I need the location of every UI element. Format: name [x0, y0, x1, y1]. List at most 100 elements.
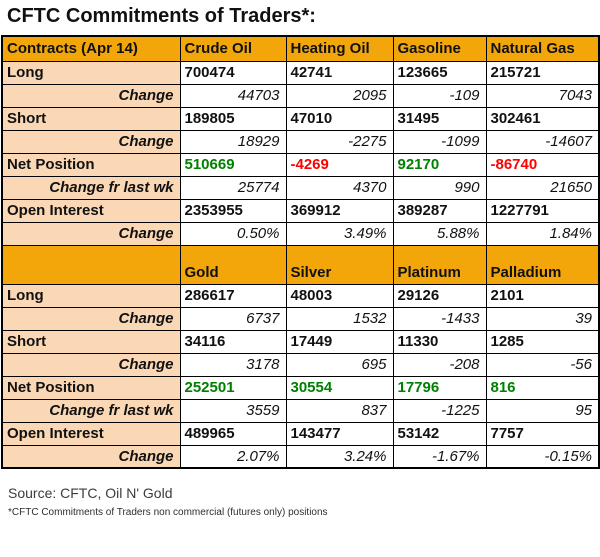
table-row: Net Position 252501 30554 17796 816 — [1, 375, 600, 400]
value-cell: -4269 — [285, 152, 394, 177]
value-cell: -2275 — [285, 129, 394, 154]
column-header: Natural Gas — [485, 35, 600, 62]
value-cell: 816 — [485, 375, 600, 400]
footnote: *CFTC Commitments of Traders non commerc… — [8, 507, 328, 518]
table-row: Change fr last wk 3559 837 -1225 95 — [1, 398, 600, 423]
value-cell: 95 — [485, 398, 600, 423]
table-row: Long 286617 48003 29126 2101 — [1, 283, 600, 308]
column-header: Silver — [285, 244, 394, 285]
value-cell: -56 — [485, 352, 600, 377]
value-cell: -109 — [392, 83, 487, 108]
energy-header-row: Contracts (Apr 14) Crude Oil Heating Oil Ga… — [1, 35, 600, 62]
value-cell: 369912 — [285, 198, 394, 223]
value-cell: 990 — [392, 175, 487, 200]
row-label: Change fr last wk — [1, 398, 181, 423]
row-label: Short — [1, 329, 181, 354]
row-label: Change — [1, 129, 181, 154]
metals-header-row: Gold Silver Platinum Palladium — [1, 244, 600, 285]
value-cell: -1433 — [392, 306, 487, 331]
value-cell: 3559 — [179, 398, 287, 423]
value-cell: 0.50% — [179, 221, 287, 246]
table-row: Change 44703 2095 -109 7043 — [1, 83, 600, 108]
value-cell: 92170 — [392, 152, 487, 177]
column-header: Palladium — [485, 244, 600, 285]
table-row: Change 6737 1532 -1433 39 — [1, 306, 600, 331]
row-label: Change — [1, 221, 181, 246]
table-row: Short 34116 17449 11330 1285 — [1, 329, 600, 354]
table-row: Open Interest 2353955 369912 389287 1227791 — [1, 198, 600, 223]
value-cell: -208 — [392, 352, 487, 377]
source-line: Source: CFTC, Oil N' Gold — [8, 485, 173, 501]
value-cell: 34116 — [179, 329, 287, 354]
value-cell: 6737 — [179, 306, 287, 331]
table-row: Open Interest 489965 143477 53142 7757 — [1, 421, 600, 446]
table-row: Change fr last wk 25774 4370 990 21650 — [1, 175, 600, 200]
table-row: Net Position 510669 -4269 92170 -86740 — [1, 152, 600, 177]
value-cell: -1225 — [392, 398, 487, 423]
cot-table-body: Contracts (Apr 14) Crude Oil Heating Oil Ga… — [1, 35, 600, 469]
value-cell: 42741 — [285, 60, 394, 85]
column-header: Gold — [179, 244, 287, 285]
value-cell: -14607 — [485, 129, 600, 154]
table-row: Change 3178 695 -208 -56 — [1, 352, 600, 377]
value-cell: 7757 — [485, 421, 600, 446]
value-cell: 123665 — [392, 60, 487, 85]
value-cell: 4370 — [285, 175, 394, 200]
value-cell: 1.84% — [485, 221, 600, 246]
column-header: Crude Oil — [179, 35, 287, 62]
value-cell: 510669 — [179, 152, 287, 177]
value-cell: 11330 — [392, 329, 487, 354]
value-cell: 2095 — [285, 83, 394, 108]
value-cell: 1532 — [285, 306, 394, 331]
value-cell: 302461 — [485, 106, 600, 131]
value-cell: 47010 — [285, 106, 394, 131]
value-cell: 695 — [285, 352, 394, 377]
value-cell: 143477 — [285, 421, 394, 446]
cot-table: Contracts (Apr 14) Crude Oil Heating Oil Ga… — [1, 35, 600, 469]
value-cell: 3.49% — [285, 221, 394, 246]
column-header: Heating Oil — [285, 35, 394, 62]
row-label: Change — [1, 444, 181, 469]
value-cell: 215721 — [485, 60, 600, 85]
value-cell: 252501 — [179, 375, 287, 400]
value-cell: -86740 — [485, 152, 600, 177]
value-cell: 1227791 — [485, 198, 600, 223]
value-cell: 286617 — [179, 283, 287, 308]
value-cell: 7043 — [485, 83, 600, 108]
value-cell: -0.15% — [485, 444, 600, 469]
value-cell: 30554 — [285, 375, 394, 400]
value-cell: 1285 — [485, 329, 600, 354]
value-cell: 31495 — [392, 106, 487, 131]
value-cell: 2353955 — [179, 198, 287, 223]
value-cell: -1.67% — [392, 444, 487, 469]
value-cell: 29126 — [392, 283, 487, 308]
value-cell: 48003 — [285, 283, 394, 308]
value-cell: 17796 — [392, 375, 487, 400]
value-cell: 39 — [485, 306, 600, 331]
header-label-cell — [1, 244, 181, 285]
row-label: Net Position — [1, 152, 181, 177]
row-label: Long — [1, 60, 181, 85]
row-label: Open Interest — [1, 198, 181, 223]
value-cell: 189805 — [179, 106, 287, 131]
row-label: Open Interest — [1, 421, 181, 446]
row-label: Change — [1, 352, 181, 377]
header-label-cell: Contracts (Apr 14) — [1, 35, 181, 62]
row-label: Net Position — [1, 375, 181, 400]
table-row: Change 2.07% 3.24% -1.67% -0.15% — [1, 444, 600, 469]
row-label: Short — [1, 106, 181, 131]
value-cell: 837 — [285, 398, 394, 423]
row-label: Change — [1, 306, 181, 331]
value-cell: 3.24% — [285, 444, 394, 469]
column-header: Platinum — [392, 244, 487, 285]
value-cell: 44703 — [179, 83, 287, 108]
value-cell: 53142 — [392, 421, 487, 446]
value-cell: 489965 — [179, 421, 287, 446]
value-cell: 18929 — [179, 129, 287, 154]
column-header: Gasoline — [392, 35, 487, 62]
value-cell: 17449 — [285, 329, 394, 354]
row-label: Change fr last wk — [1, 175, 181, 200]
value-cell: 25774 — [179, 175, 287, 200]
value-cell: 700474 — [179, 60, 287, 85]
value-cell: 2.07% — [179, 444, 287, 469]
